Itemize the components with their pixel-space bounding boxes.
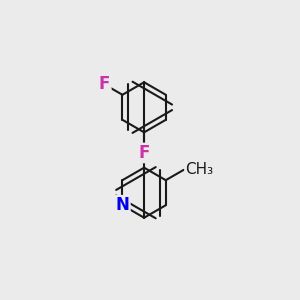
- Text: N: N: [116, 196, 129, 214]
- Text: F: F: [99, 76, 110, 94]
- Text: F: F: [138, 144, 150, 162]
- Text: CH₃: CH₃: [185, 162, 213, 177]
